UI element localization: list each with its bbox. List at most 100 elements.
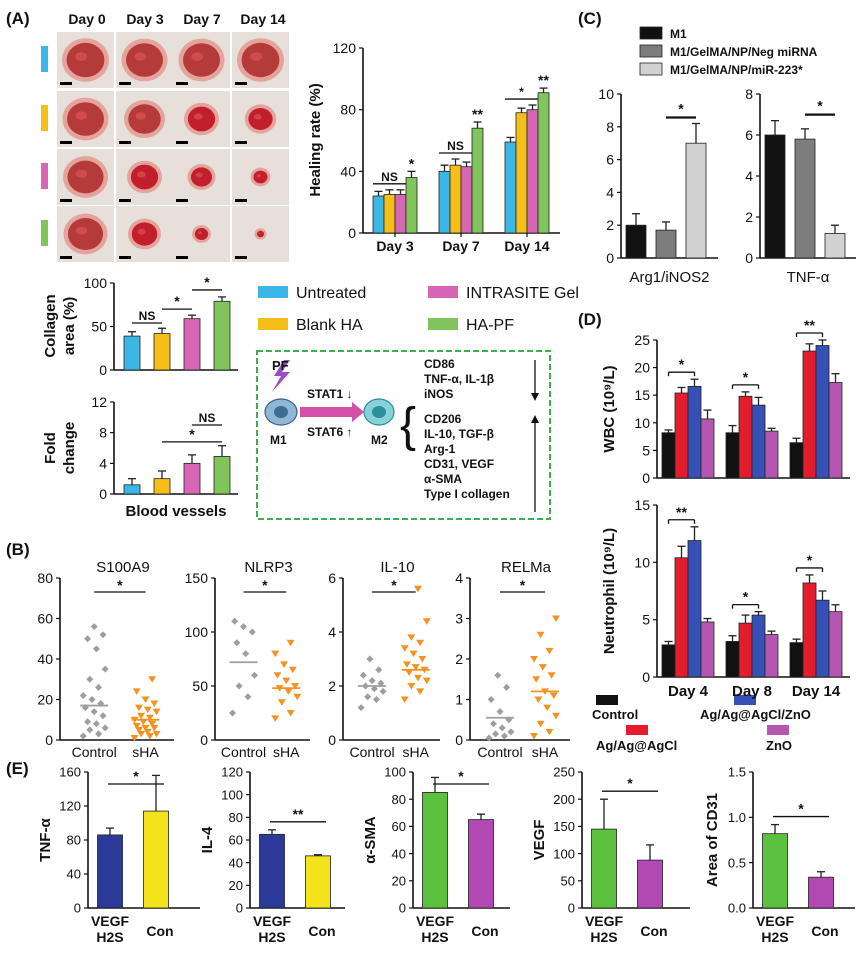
y-tick-label: 80 (340, 102, 356, 118)
pathway-stat1-label: STAT1 ↓ (307, 387, 353, 401)
bar (824, 232, 846, 259)
wound-highlight (75, 169, 88, 178)
wound-bed (183, 43, 220, 77)
x-tick-label: H2S (421, 929, 448, 945)
bar (751, 614, 766, 678)
data-point (79, 691, 87, 699)
data-point (101, 665, 109, 673)
scale-bar (235, 82, 247, 85)
photo-day-7: Day 7 (183, 11, 221, 27)
y-tick-label: 150 (185, 570, 209, 586)
bar (700, 418, 715, 479)
data-point (534, 696, 543, 703)
significance-label: NS (139, 309, 156, 323)
x-tick-label: H2S (761, 929, 788, 945)
bar (828, 382, 843, 479)
y-axis-label: α-SMA (362, 816, 379, 864)
significance-label: * (678, 101, 684, 117)
y-tick-label: 0 (99, 486, 107, 502)
data-point (79, 732, 87, 740)
y-tick-label: 0 (606, 250, 614, 266)
bar (751, 404, 766, 479)
scale-bar (60, 256, 72, 259)
group-color-indicator (41, 163, 48, 189)
significance-label: * (174, 293, 180, 309)
bar (687, 540, 702, 678)
legend-swatch-ha-pf (428, 318, 458, 330)
y-tick-label: 80 (67, 833, 81, 848)
y-tick-label: 0 (99, 362, 107, 378)
bar (213, 456, 231, 495)
x-tick-label: VEGF (91, 913, 130, 929)
scale-bar (119, 141, 131, 144)
scale-bar (119, 199, 131, 202)
legend-label-intrasite: INTRASITE Gel (466, 285, 579, 302)
legend-label-ha-pf: HA-PF (466, 317, 514, 334)
data-point (364, 693, 372, 701)
chart-scatter-relma: 0 1 2 3 4 RELMa Control sHA * (455, 559, 570, 760)
chart-scatter-il-10: 0 2 4 6 IL-10 Control sHA * (328, 559, 440, 760)
bar (685, 142, 707, 259)
data-point (413, 585, 422, 593)
y-tick-label: 60 (392, 819, 406, 834)
scale-bar (235, 199, 247, 202)
y-tick-label: 50 (91, 319, 107, 335)
data-point (101, 724, 109, 732)
y-tick-label: 4 (606, 184, 614, 200)
bar (764, 430, 779, 479)
chart-7: 0 2 4 6 8 10 Arg1/iNOS2 * (598, 86, 718, 286)
bar (591, 828, 617, 909)
data-point (494, 671, 502, 679)
chart-healing-rate: 0 40 80 120 Healing rate (%) Day 3 NS * Day 7 NS *… (307, 40, 560, 254)
bar (815, 345, 830, 479)
wound-bed (248, 108, 273, 130)
y-tick-label: 50 (561, 873, 575, 888)
data-point (95, 730, 103, 738)
bar (259, 833, 285, 909)
significance-label: * (743, 369, 749, 385)
scale-bar (176, 82, 188, 85)
data-point (536, 720, 545, 728)
data-point (405, 669, 414, 676)
legend-label-untreated: Untreated (296, 285, 366, 302)
x-tick-label: Con (811, 923, 838, 939)
wound-highlight (75, 226, 88, 235)
lightning-bolt-icon (272, 360, 290, 392)
data-point (373, 696, 380, 703)
data-point (377, 679, 385, 687)
legend-label-neg: M1/GelMA/NP/Neg miRNA (670, 45, 818, 59)
chart-blood-vessels: 0 4 8 12 Fold change * NS Blood vessels (42, 394, 238, 520)
y-tick-label: 8 (745, 86, 753, 102)
data-point (88, 696, 96, 703)
bar (143, 810, 169, 909)
data-point (277, 699, 286, 706)
significance-label: * (743, 589, 749, 605)
data-point (536, 631, 545, 639)
legend-swatch-agagcl (626, 725, 648, 735)
y-tick-label: 0 (328, 732, 336, 748)
bar (637, 859, 663, 909)
data-point (545, 728, 554, 736)
data-point (507, 728, 515, 736)
y-tick-label: 0 (642, 470, 650, 486)
bar (661, 432, 676, 479)
data-point (141, 724, 150, 732)
data-point (552, 615, 560, 622)
data-point (95, 683, 103, 691)
significance-label: * (679, 356, 685, 372)
wound-bed (190, 167, 213, 187)
data-point (370, 685, 378, 693)
chart-collagen-area: 0 50 100 Collagen area (%) NS * * (42, 274, 238, 378)
y-axis-label: Healing rate (%) (307, 83, 324, 196)
wound-highlight (135, 112, 146, 120)
data-point (375, 666, 383, 674)
wound-highlight (134, 52, 147, 61)
wound-bed (130, 164, 159, 190)
bar (383, 194, 396, 234)
data-point (150, 700, 159, 708)
bar (468, 819, 494, 909)
data-point (286, 710, 295, 717)
pathway-m1-label: M1 (270, 433, 287, 447)
